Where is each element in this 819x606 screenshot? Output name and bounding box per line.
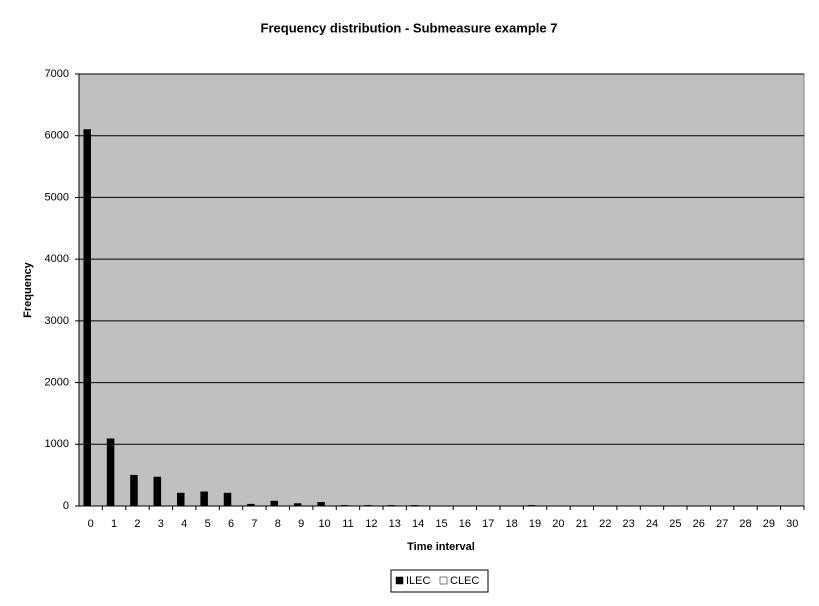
bar — [340, 505, 349, 507]
x-tick-label: 29 — [763, 518, 775, 530]
plot-background — [78, 73, 805, 507]
x-tick-label: 5 — [205, 518, 211, 530]
x-tick-label: 30 — [786, 518, 798, 530]
bar — [527, 505, 536, 507]
y-tick-label: 2000 — [45, 376, 69, 388]
bar — [387, 505, 395, 507]
x-tick-label: 17 — [482, 518, 494, 530]
bar — [153, 476, 162, 507]
y-tick-label: 7000 — [45, 68, 69, 80]
bar — [130, 474, 138, 507]
x-tick-label: 6 — [228, 518, 234, 530]
y-axis-label: Frequency — [22, 261, 34, 318]
x-tick-label: 16 — [459, 518, 471, 530]
x-tick-label: 1 — [111, 518, 117, 530]
bar — [293, 503, 302, 507]
x-tick-label: 7 — [251, 518, 257, 530]
legend-swatch — [395, 576, 404, 585]
bar — [364, 505, 372, 507]
bar — [106, 438, 115, 507]
x-tick-label: 14 — [412, 518, 424, 530]
y-tick-label: 5000 — [45, 191, 69, 203]
y-tick-label: 1000 — [45, 438, 69, 450]
x-tick-label: 15 — [435, 518, 447, 530]
x-tick-label: 28 — [739, 518, 751, 530]
bar — [317, 502, 325, 507]
x-tick-label: 23 — [622, 518, 634, 530]
legend-label: ILEC — [406, 575, 431, 587]
x-tick-label: 26 — [693, 518, 705, 530]
x-axis-label: Time interval — [407, 541, 475, 553]
x-tick-label: 2 — [134, 518, 140, 530]
x-tick-label: 20 — [552, 518, 564, 530]
x-tick-label: 19 — [529, 518, 541, 530]
bar — [176, 492, 185, 507]
x-tick-label: 25 — [669, 518, 681, 530]
bar — [247, 503, 255, 507]
x-tick-label: 0 — [88, 518, 94, 530]
legend-label: CLEC — [450, 575, 479, 587]
x-tick-label: 21 — [576, 518, 588, 530]
y-tick-label: 4000 — [45, 253, 69, 265]
x-tick-label: 24 — [646, 518, 658, 530]
y-tick-label: 6000 — [45, 130, 69, 142]
y-tick-label: 3000 — [45, 315, 69, 327]
chart-title: Frequency distribution - Submeasure exam… — [261, 20, 558, 35]
x-tick-label: 4 — [181, 518, 187, 530]
x-tick-label: 13 — [389, 518, 401, 530]
x-tick-label: 12 — [365, 518, 377, 530]
x-tick-label: 11 — [342, 518, 353, 530]
bar — [410, 505, 419, 507]
legend-box — [390, 569, 489, 593]
bar — [200, 491, 208, 507]
x-tick-label: 18 — [506, 518, 518, 530]
x-tick-label: 10 — [318, 518, 330, 530]
bar — [83, 129, 91, 507]
bar — [223, 492, 232, 507]
x-tick-label: 22 — [599, 518, 611, 530]
x-tick-label: 8 — [275, 518, 281, 530]
bar — [270, 500, 279, 507]
x-tick-label: 27 — [716, 518, 728, 530]
y-tick-label: 0 — [63, 500, 69, 512]
x-tick-label: 3 — [158, 518, 164, 530]
legend-swatch — [439, 576, 448, 585]
x-tick-label: 9 — [298, 518, 304, 530]
